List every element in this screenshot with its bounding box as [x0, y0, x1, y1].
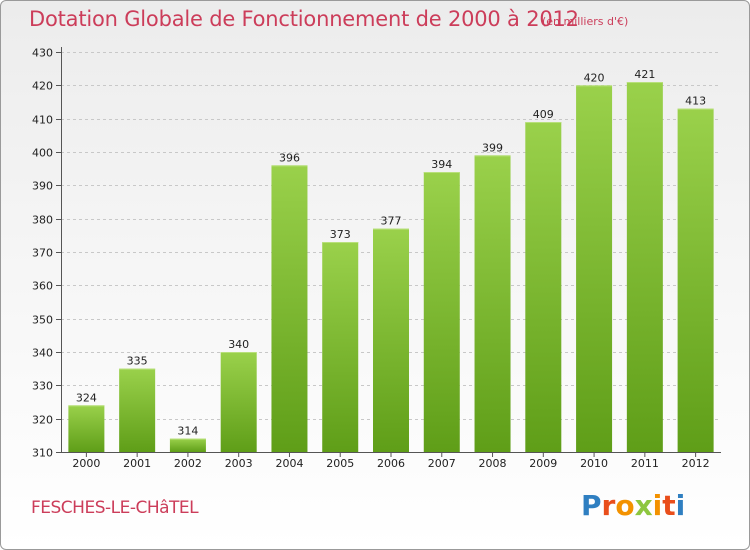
bar: [423, 172, 460, 452]
logo-letter: i: [675, 489, 686, 522]
x-tick-label: 2000: [72, 457, 100, 470]
data-label: 377: [381, 215, 402, 228]
data-label: 409: [533, 108, 554, 121]
data-label: 399: [482, 141, 503, 154]
y-tick-label: 310: [32, 447, 53, 460]
bar: [68, 405, 105, 452]
y-tick-label: 360: [32, 280, 53, 293]
logo-letter: P: [581, 489, 602, 522]
bar: [525, 122, 562, 452]
y-tick-label: 410: [32, 114, 53, 127]
y-tick-label: 390: [32, 180, 53, 193]
x-tick-label: 2007: [428, 457, 456, 470]
x-tick-label: 2002: [174, 457, 202, 470]
x-tick-label: 2010: [580, 457, 608, 470]
bar: [677, 108, 714, 453]
bar: [576, 85, 613, 452]
y-tick-label: 430: [32, 47, 53, 60]
data-label: 394: [431, 158, 452, 171]
x-tick-label: 2003: [225, 457, 253, 470]
data-label: 373: [330, 228, 351, 241]
data-label: 413: [685, 95, 706, 108]
logo-letter: x: [634, 489, 653, 522]
bar: [322, 242, 359, 452]
logo-letter: t: [662, 489, 676, 522]
bar: [474, 155, 511, 453]
x-tick-label: 2001: [123, 457, 151, 470]
logo-letter: r: [601, 489, 616, 522]
x-tick-label: 2006: [377, 457, 405, 470]
data-label: 324: [76, 391, 97, 404]
proxiti-logo[interactable]: Proxiti: [581, 489, 685, 522]
y-tick-label: 350: [32, 314, 53, 327]
data-label: 420: [584, 71, 605, 84]
bars: [68, 82, 714, 453]
data-labels: 324 335 314 340 396 373 377 394 399 409 420 421 413: [76, 68, 706, 438]
bar: [169, 438, 206, 452]
x-tick-label: 2008: [479, 457, 507, 470]
data-label: 340: [228, 338, 249, 351]
chart-unit: (en milliers d'€): [542, 15, 629, 28]
data-label: 314: [177, 425, 198, 438]
bar: [271, 165, 308, 453]
bar: [373, 228, 409, 452]
axes: 310 320 330 340 350 360 370 380 390 400 410 420 430 2…: [32, 47, 721, 470]
y-tick-label: 370: [32, 247, 53, 260]
data-label: 335: [127, 355, 148, 368]
commune-name: FESCHES-LE-CHâTEL: [31, 498, 199, 518]
data-label: 421: [634, 68, 655, 81]
y-tick-label: 380: [32, 214, 53, 227]
x-tick-label: 2012: [682, 457, 710, 470]
y-tick-label: 400: [32, 147, 53, 160]
bar: [626, 82, 663, 452]
x-tick-label: 2005: [326, 457, 354, 470]
bar: [119, 368, 156, 452]
x-tick-label: 2011: [631, 457, 659, 470]
y-tick-label: 320: [32, 414, 53, 427]
y-tick-label: 340: [32, 347, 53, 360]
bar: [220, 352, 257, 452]
x-tick-label: 2004: [275, 457, 303, 470]
logo-letter: i: [652, 489, 663, 522]
y-tick-label: 420: [32, 80, 53, 93]
logo-letter: o: [615, 489, 635, 522]
x-tick-label: 2009: [529, 457, 557, 470]
chart-title: Dotation Globale de Fonctionnement de 20…: [29, 7, 579, 31]
y-tick-label: 330: [32, 380, 53, 393]
data-label: 396: [279, 151, 300, 164]
